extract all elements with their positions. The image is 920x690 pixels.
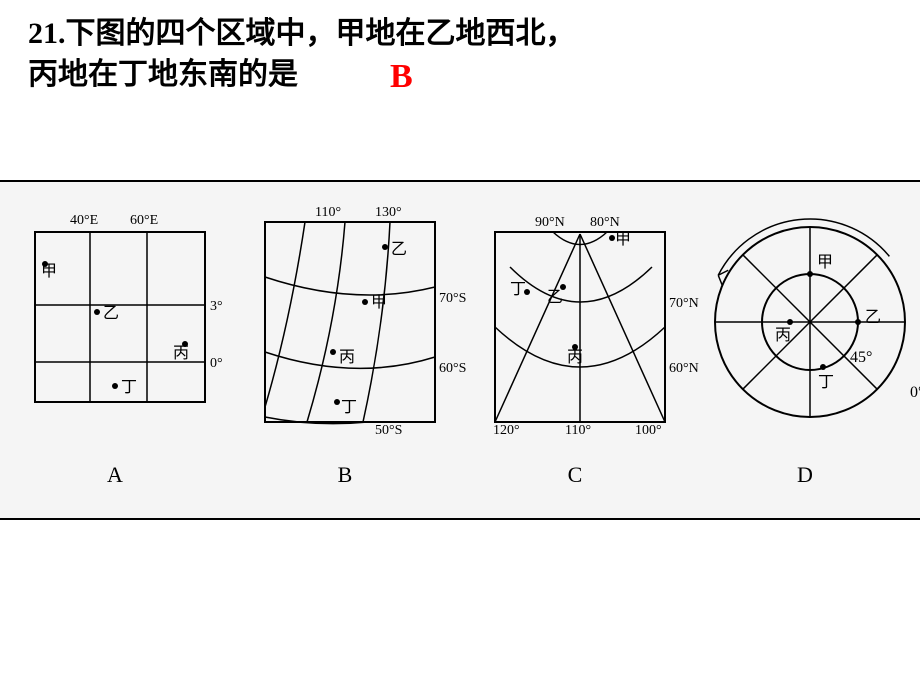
svg-text:丁: 丁 [121,379,137,396]
svg-text:丁: 丁 [341,399,357,416]
svg-text:甲: 甲 [615,231,631,248]
svg-text:110°: 110° [315,205,341,220]
diagram-c: 90°N80°N70°N60°N120°110°100°甲丁乙丙 [475,202,675,442]
svg-text:45°: 45° [850,349,872,366]
svg-text:110°: 110° [565,423,591,438]
svg-text:50°S: 50°S [375,423,402,438]
label-a: A [15,462,215,488]
question-number: 21. [28,17,66,50]
question-text: 21.下图的四个区域中，甲地在乙地西北， 丙地在丁地东南的是 [0,0,920,95]
svg-text:乙: 乙 [865,309,881,326]
svg-text:甲: 甲 [371,294,387,311]
diagram-panel: 40°E60°E3°0°甲乙丙丁 110°130°70°S60°S50°S乙甲丙… [0,180,920,520]
svg-text:40°E: 40°E [70,213,98,228]
diagram-a-svg: 40°E 60°E 3° 0° 甲乙丙丁 [15,202,225,442]
svg-text:120°: 120° [493,423,520,438]
svg-text:乙: 乙 [547,289,563,306]
answer-letter: B [390,58,413,96]
svg-text:甲: 甲 [817,254,833,271]
svg-text:60°S: 60°S [439,361,466,376]
diagrams-row: 40°E60°E3°0°甲乙丙丁 110°130°70°S60°S50°S乙甲丙… [0,192,920,452]
diagram-b-svg: 110° 130° 70°S 60°S 50°S 乙甲丙丁 [245,202,465,442]
svg-text:丁: 丁 [818,374,834,391]
svg-text:丙: 丙 [567,349,583,366]
diagram-d-svg: 甲乙丙丁 45° 0° [705,202,920,442]
svg-text:丙: 丙 [775,327,791,344]
diagram-c-svg: 90°N80°N70°N60°N120°110°100°甲丁乙丙 [475,202,695,442]
svg-text:3°: 3° [210,299,223,314]
svg-text:0°: 0° [210,356,223,371]
svg-text:甲: 甲 [41,263,57,280]
svg-text:60°N: 60°N [669,361,699,376]
svg-text:60°E: 60°E [130,213,158,228]
svg-text:100°: 100° [635,423,662,438]
label-d: D [705,462,905,488]
question-line2: 丙地在丁地东南的是 [28,58,298,91]
option-labels-row: A B C D [0,462,920,488]
svg-text:丙: 丙 [173,345,189,362]
svg-text:80°N: 80°N [590,215,620,230]
svg-text:丙: 丙 [339,349,355,366]
svg-text:丁: 丁 [510,281,526,298]
svg-text:0°: 0° [910,384,920,401]
svg-text:70°S: 70°S [439,291,466,306]
diagram-d: 甲乙丙丁45°0° [705,202,905,442]
svg-text:乙: 乙 [391,241,407,258]
label-c: C [475,462,675,488]
svg-text:130°: 130° [375,205,402,220]
label-b: B [245,462,445,488]
diagram-b: 110°130°70°S60°S50°S乙甲丙丁 [245,202,445,442]
question-line1: 下图的四个区域中，甲地在乙地西北， [66,17,576,50]
diagram-a: 40°E60°E3°0°甲乙丙丁 [15,202,215,442]
svg-text:乙: 乙 [103,305,119,322]
svg-text:70°N: 70°N [669,296,699,311]
svg-text:90°N: 90°N [535,215,565,230]
